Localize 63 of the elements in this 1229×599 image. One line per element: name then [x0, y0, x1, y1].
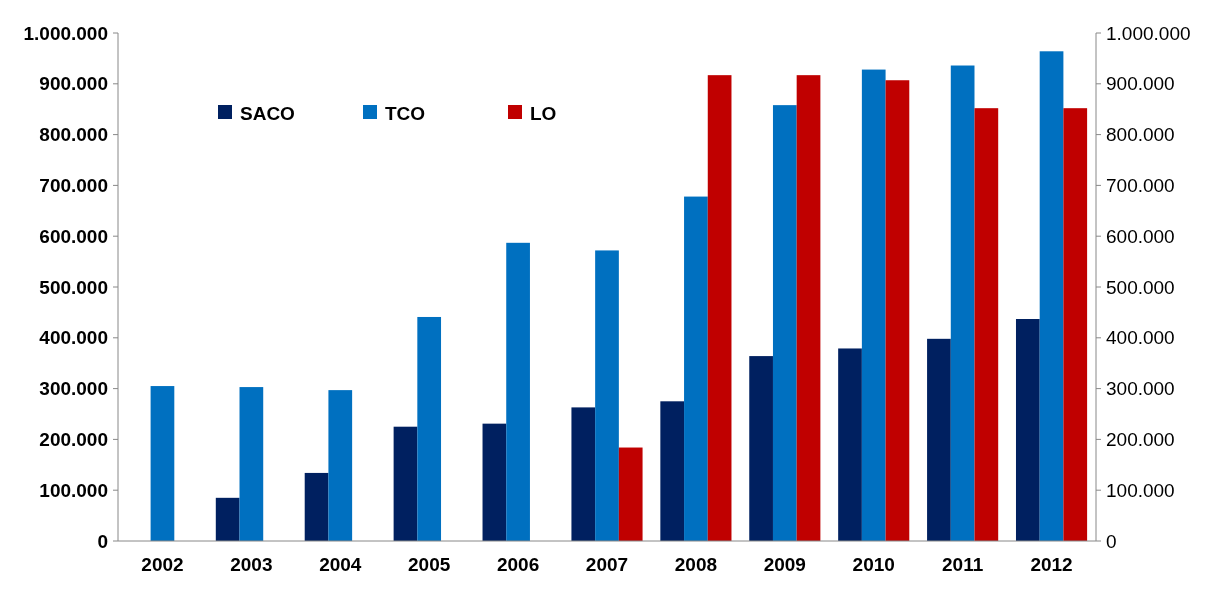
x-tick-label: 2009	[763, 554, 806, 575]
y-tick-label: 200.000	[39, 429, 108, 451]
bar	[950, 65, 975, 541]
y-tick-label: 700.000	[39, 175, 108, 197]
legend-label: TCO	[385, 102, 426, 124]
y2-tick-label: 900.000	[1106, 73, 1175, 95]
x-tick-label: 2008	[674, 554, 718, 575]
y2-tick-label: 800.000	[1106, 124, 1175, 146]
x-tick-label: 2003	[230, 554, 273, 575]
x-tick-label: 2011	[942, 554, 984, 575]
y2-tick-label: 400.000	[1106, 327, 1175, 349]
bar	[838, 348, 862, 541]
bar	[482, 423, 507, 541]
y2-tick-label: 0	[1106, 530, 1117, 552]
bar	[796, 75, 821, 541]
bar	[393, 426, 418, 541]
bar	[885, 80, 910, 541]
bar	[417, 316, 442, 541]
y-tick-label: 300.000	[39, 378, 108, 400]
bar	[215, 497, 240, 541]
x-tick-label: 2010	[852, 554, 895, 575]
y-tick-label: 800.000	[39, 124, 108, 146]
bar	[749, 356, 773, 541]
y-tick-label: 600.000	[39, 225, 108, 247]
bar	[328, 390, 353, 541]
bar	[1039, 51, 1064, 541]
y2-tick-label: 700.000	[1106, 175, 1175, 197]
x-tick-label: 2005	[408, 554, 451, 575]
bar	[618, 447, 643, 541]
bar	[595, 250, 619, 541]
bar	[506, 242, 530, 541]
bar	[1015, 319, 1040, 541]
y-tick-label: 0	[97, 530, 108, 552]
legend-label: SACO	[240, 102, 295, 124]
bar	[660, 401, 685, 541]
y-tick-label: 100.000	[39, 479, 108, 501]
bar	[150, 386, 175, 541]
bar	[571, 407, 596, 541]
bar	[772, 105, 797, 541]
bar	[707, 75, 732, 541]
x-tick-label: 2007	[585, 554, 629, 575]
y2-tick-label: 600.000	[1106, 225, 1175, 247]
x-tick-label: 2002	[141, 554, 184, 575]
bar	[1063, 108, 1088, 541]
y2-tick-label: 1.000.000	[1106, 22, 1191, 44]
y-tick-label: 1.000.000	[23, 22, 108, 44]
bar	[861, 69, 886, 541]
x-tick-label: 2004	[319, 554, 362, 575]
y2-tick-label: 300.000	[1106, 378, 1175, 400]
y-tick-label: 400.000	[39, 327, 108, 349]
y2-tick-label: 200.000	[1106, 429, 1175, 451]
y2-tick-label: 100.000	[1106, 479, 1175, 501]
bar	[304, 472, 329, 541]
y2-tick-label: 500.000	[1106, 276, 1175, 298]
x-tick-label: 2012	[1030, 554, 1073, 575]
bar	[927, 338, 951, 541]
legend-label: LO	[530, 102, 557, 124]
bar	[239, 387, 264, 541]
bar	[974, 108, 999, 541]
bar	[684, 196, 708, 541]
y-tick-label: 500.000	[39, 276, 108, 298]
x-tick-label: 2006	[496, 554, 540, 575]
y-tick-label: 900.000	[39, 73, 108, 95]
